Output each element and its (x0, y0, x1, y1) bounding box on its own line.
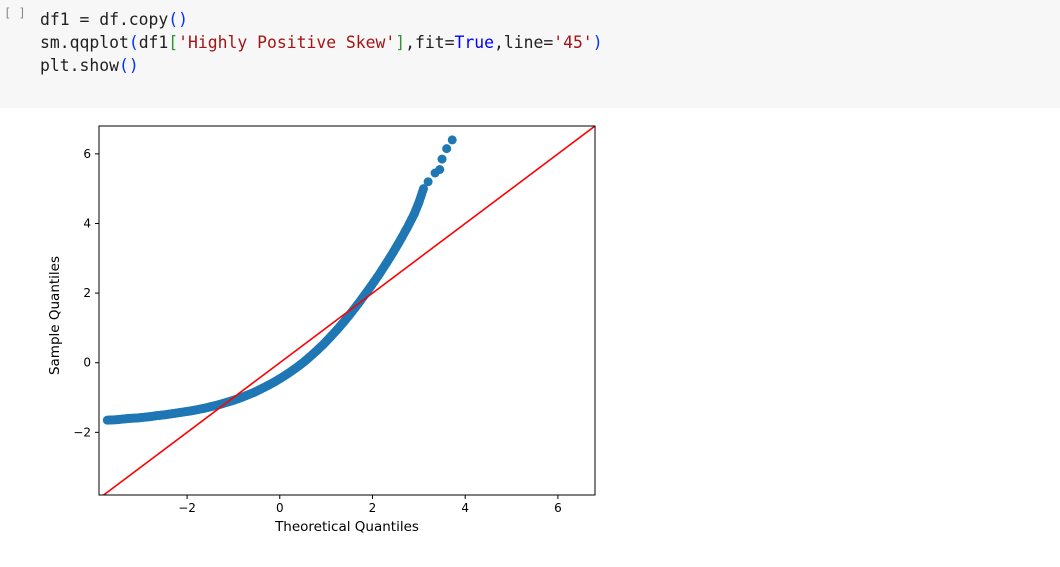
code-token: () (118, 56, 139, 75)
data-point (442, 144, 452, 154)
code-editor[interactable]: df1 = df.copy() sm.qqplot(df1['Highly Pos… (40, 8, 603, 77)
cell-output: −2 0 2 4 6 −2 0 2 4 6 Theoretical Quantiles Sample … (0, 108, 1060, 562)
y-axis-label: Sample Quantiles (47, 256, 63, 375)
code-token: ) (592, 33, 603, 52)
data-point (447, 135, 457, 145)
data-point (437, 154, 447, 164)
x-tick-label: 0 (276, 501, 284, 515)
y-tick-label: 0 (83, 356, 91, 370)
code-token: True (454, 33, 494, 52)
data-point (423, 177, 433, 187)
y-tick-label: 2 (83, 286, 91, 300)
code-token: '45' (553, 33, 593, 52)
code-token: plt.show (40, 56, 119, 75)
code-token: ( (128, 33, 139, 52)
x-tick-label: −2 (178, 501, 196, 515)
code-line: df1 = df.copy() (40, 8, 603, 31)
code-line: sm.qqplot(df1['Highly Positive Skew'],fi… (40, 31, 603, 54)
points-group (102, 126, 595, 495)
y-tick-label: 6 (83, 147, 91, 161)
qq-plot: −2 0 2 4 6 −2 0 2 4 6 Theoretical Quantiles Sample … (47, 125, 596, 535)
data-point (418, 184, 428, 194)
axes-frame (98, 125, 596, 496)
y-tick-label: 4 (83, 216, 91, 230)
code-token: df1 = df.copy (40, 10, 169, 29)
x-tick-label: 6 (554, 501, 562, 515)
run-cell-button[interactable]: [ ] (4, 6, 26, 20)
code-cell[interactable]: [ ] df1 = df.copy() sm.qqplot(df1['Highly… (0, 0, 1060, 108)
code-token: ] (395, 33, 406, 52)
code-token: ,fit= (405, 33, 455, 52)
code-token: 'Highly Positive Skew' (178, 33, 396, 52)
code-token: [ (168, 33, 179, 52)
x-axis-label: Theoretical Quantiles (274, 519, 419, 535)
y-tick-label: −2 (73, 425, 91, 439)
x-tick-label: 2 (369, 501, 377, 515)
code-token: () (168, 10, 189, 29)
code-token: ,line= (493, 33, 554, 52)
x-tick-label: 4 (461, 501, 469, 515)
code-token: df1 (138, 33, 169, 52)
code-token: sm.qqplot (40, 33, 129, 52)
reference-line (102, 126, 595, 495)
data-point (435, 165, 445, 175)
code-line: plt.show() (40, 54, 603, 77)
